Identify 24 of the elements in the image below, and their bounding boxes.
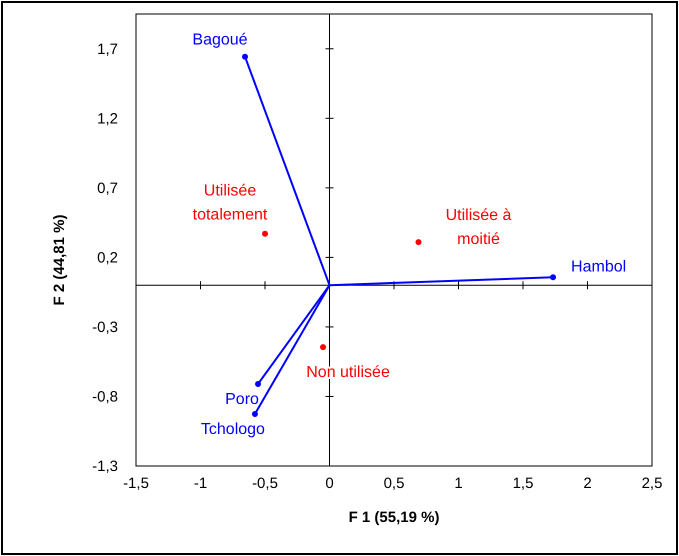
annotation: Utilisée totalement (192, 182, 268, 224)
x-tick-label: 0 (325, 475, 334, 492)
y-tick-label: 0,7 (97, 180, 118, 197)
x-tick-label: -1,5 (123, 475, 149, 492)
x-tick-label: 0,5 (384, 475, 404, 492)
y-tick-label: -1,3 (92, 458, 118, 475)
y-tick-label: -0,8 (92, 388, 118, 406)
y-tick-label: 1,2 (97, 110, 118, 128)
y-tick-label: -0,3 (92, 318, 118, 336)
y-axis-title: F 2 (44,81 %) (51, 214, 68, 306)
x-tick-label: -0,5 (252, 475, 278, 492)
x-tick-label: 1 (454, 475, 463, 492)
x-tick-label: 2 (583, 475, 592, 492)
x-tick-label: 1,5 (512, 475, 534, 492)
annotation: Tchologo (200, 420, 266, 438)
annotation: Poro (225, 390, 260, 408)
y-tick-label: 0,2 (97, 249, 118, 266)
annotation: Utilisée à moitié (446, 207, 512, 248)
x-axis-title: F 1 (55,19 %) (348, 509, 440, 526)
x-tick-label: -1 (194, 475, 208, 492)
x-tick-label: 2,5 (642, 475, 662, 492)
annotation: Hambol (571, 258, 626, 276)
annotation: Bagoué (192, 32, 248, 49)
y-tick-label: 1,7 (97, 40, 118, 58)
